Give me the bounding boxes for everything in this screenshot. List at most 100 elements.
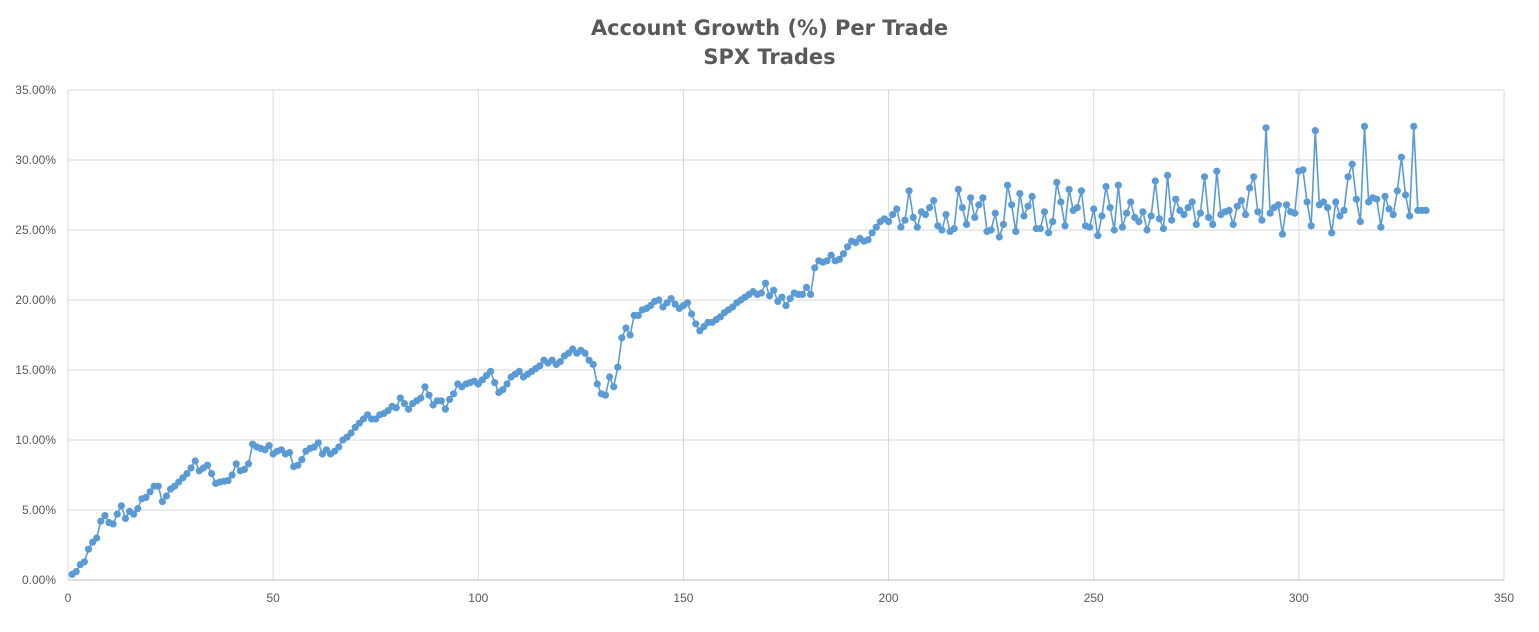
data-point	[84, 545, 93, 553]
data-point	[1003, 181, 1012, 189]
data-point	[589, 360, 597, 368]
y-tick-label: 10.00%	[15, 433, 56, 447]
data-point	[1233, 202, 1241, 210]
data-point	[770, 286, 778, 294]
data-point	[999, 220, 1008, 228]
data-point	[294, 461, 302, 469]
data-point	[1135, 218, 1143, 226]
data-point	[113, 510, 121, 518]
data-point	[240, 465, 249, 473]
data-point	[823, 257, 831, 265]
data-point	[1266, 209, 1274, 217]
data-point	[634, 311, 642, 319]
data-point	[778, 293, 786, 301]
data-point	[942, 211, 950, 219]
y-tick-label: 15.00%	[15, 363, 56, 377]
data-point	[667, 295, 675, 303]
data-point	[930, 197, 938, 205]
data-point	[556, 358, 564, 366]
data-point	[1229, 220, 1237, 228]
y-tick-label: 25.00%	[15, 223, 56, 237]
data-point	[827, 251, 835, 259]
data-point	[1381, 192, 1389, 200]
data-point	[1319, 198, 1328, 206]
data-point	[1188, 198, 1196, 206]
data-point	[1163, 171, 1172, 179]
x-tick-label: 200	[879, 591, 899, 605]
data-point	[995, 233, 1003, 241]
data-point	[1352, 195, 1360, 203]
data-point	[1090, 205, 1098, 213]
data-point	[1098, 212, 1106, 220]
data-point	[1044, 229, 1053, 237]
data-point	[203, 461, 212, 469]
data-point	[1385, 205, 1393, 213]
data-point	[971, 213, 979, 221]
data-point	[80, 558, 89, 566]
data-point	[938, 226, 946, 234]
data-point	[1340, 206, 1348, 214]
chart-title: Account Growth (%) Per Trade	[590, 16, 949, 40]
data-point	[839, 250, 848, 258]
data-point	[1213, 167, 1221, 175]
data-point	[593, 380, 601, 388]
data-point	[811, 264, 819, 272]
data-point	[1028, 192, 1036, 200]
data-point	[450, 390, 458, 398]
data-point	[134, 505, 142, 513]
data-point	[1299, 166, 1307, 174]
data-point	[1303, 198, 1311, 206]
series-line	[71, 125, 1427, 576]
data-point	[1020, 212, 1028, 220]
data-point	[1016, 190, 1024, 198]
data-point	[392, 404, 400, 412]
data-point	[1114, 181, 1122, 189]
data-point	[1180, 211, 1188, 219]
data-point	[97, 517, 105, 525]
data-point	[610, 383, 618, 391]
x-tick-label: 0	[65, 591, 72, 605]
data-point	[622, 324, 630, 332]
data-point	[1192, 220, 1200, 228]
y-tick-label: 0.00%	[22, 573, 56, 587]
data-point	[889, 211, 897, 219]
data-point	[425, 391, 433, 399]
data-point	[1065, 185, 1073, 193]
data-point	[1282, 201, 1291, 209]
data-point	[581, 349, 589, 357]
data-point	[921, 211, 930, 219]
data-point	[1053, 178, 1061, 186]
data-point	[1401, 191, 1410, 199]
data-point	[1241, 211, 1250, 219]
data-point	[1102, 183, 1110, 191]
data-point	[1393, 187, 1401, 195]
data-point	[991, 209, 999, 217]
data-point	[1073, 204, 1081, 212]
y-tick-label: 5.00%	[22, 503, 56, 517]
data-point	[688, 310, 696, 318]
data-point	[761, 279, 770, 287]
data-point	[1389, 211, 1397, 219]
data-point	[1344, 173, 1352, 181]
data-point	[1373, 195, 1381, 203]
data-point	[1036, 225, 1044, 233]
data-point	[1323, 204, 1332, 212]
data-point	[130, 510, 138, 518]
data-point	[1250, 173, 1258, 181]
data-point	[618, 334, 626, 342]
y-tick-label: 30.00%	[15, 153, 56, 167]
data-point	[298, 456, 306, 464]
data-point	[499, 386, 507, 394]
data-point	[975, 201, 983, 209]
data-point	[1291, 209, 1299, 217]
data-point	[1209, 220, 1217, 228]
x-tick-label: 250	[1084, 591, 1104, 605]
data-point	[1012, 227, 1020, 235]
data-point	[1151, 177, 1159, 185]
data-point	[1307, 222, 1315, 230]
data-point	[987, 226, 995, 234]
data-point	[782, 302, 790, 310]
data-point	[335, 443, 343, 451]
data-point	[905, 187, 913, 195]
